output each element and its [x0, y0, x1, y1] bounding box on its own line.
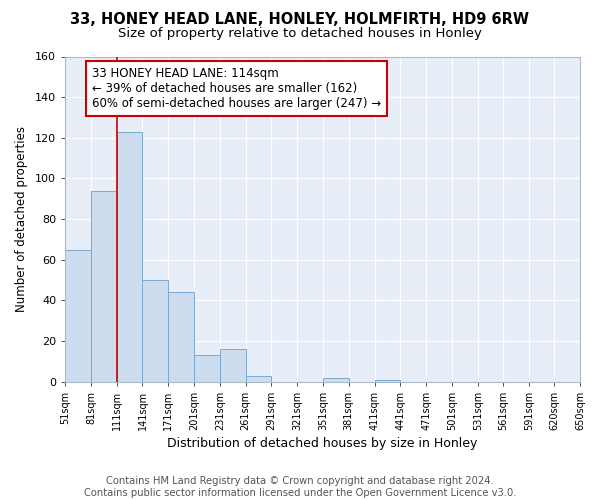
- Text: 33 HONEY HEAD LANE: 114sqm
← 39% of detached houses are smaller (162)
60% of sem: 33 HONEY HEAD LANE: 114sqm ← 39% of deta…: [92, 66, 381, 110]
- Text: Contains HM Land Registry data © Crown copyright and database right 2024.
Contai: Contains HM Land Registry data © Crown c…: [84, 476, 516, 498]
- Bar: [65, 250, 91, 382]
- Bar: [168, 292, 194, 382]
- Bar: [245, 376, 271, 382]
- Bar: [323, 378, 349, 382]
- Text: 33, HONEY HEAD LANE, HONLEY, HOLMFIRTH, HD9 6RW: 33, HONEY HEAD LANE, HONLEY, HOLMFIRTH, …: [71, 12, 530, 28]
- Bar: [142, 280, 168, 382]
- Y-axis label: Number of detached properties: Number of detached properties: [15, 126, 28, 312]
- X-axis label: Distribution of detached houses by size in Honley: Distribution of detached houses by size …: [167, 437, 478, 450]
- Bar: [220, 349, 245, 382]
- Bar: [194, 356, 220, 382]
- Bar: [116, 132, 142, 382]
- Bar: [374, 380, 400, 382]
- Text: Size of property relative to detached houses in Honley: Size of property relative to detached ho…: [118, 28, 482, 40]
- Bar: [91, 190, 116, 382]
